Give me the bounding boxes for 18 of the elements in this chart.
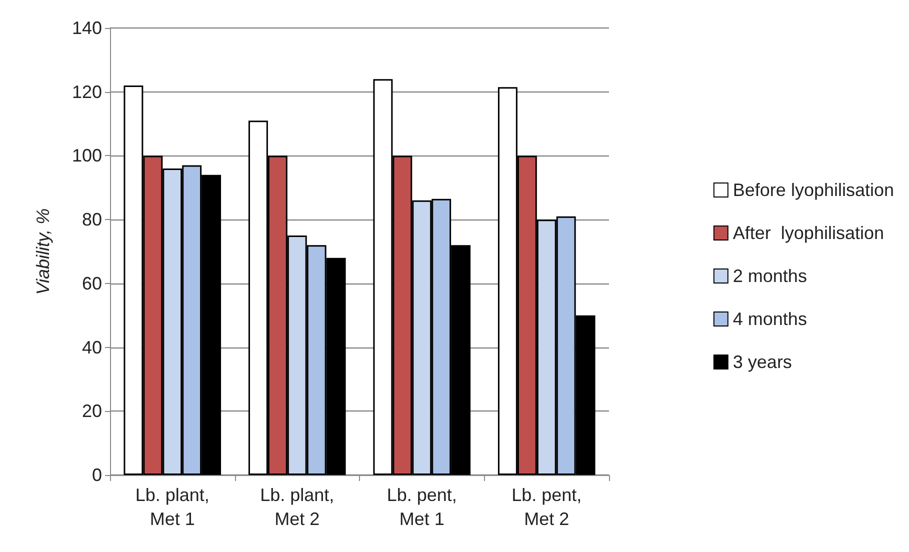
y-tick-label: 100 bbox=[72, 146, 102, 166]
x-tick-label: Lb. pent, Met 1 bbox=[386, 485, 457, 529]
legend-label: After lyophilisation bbox=[732, 223, 884, 243]
y-tick-label: 80 bbox=[82, 210, 102, 230]
y-tick-label: 60 bbox=[82, 273, 102, 294]
x-tick-label: Lb. plant, Met 2 bbox=[260, 485, 334, 529]
y-tick-label: 20 bbox=[82, 401, 102, 422]
y-tick-label: 40 bbox=[82, 337, 102, 358]
y-tick-label: 0 bbox=[92, 465, 102, 485]
y-tick-label: 140 bbox=[72, 18, 102, 38]
x-tick-label: Lb. plant, Met 1 bbox=[135, 485, 210, 529]
y-tick-label: 120 bbox=[72, 82, 102, 102]
legend-label: 4 months bbox=[732, 309, 807, 329]
legend-label: Before lyophilisation bbox=[732, 180, 894, 200]
legend-label: 3 years bbox=[732, 352, 792, 372]
y-axis-title: Viability, % bbox=[33, 208, 53, 295]
legend-label: 2 months bbox=[732, 266, 807, 286]
x-tick-label: Lb. pent, Met 2 bbox=[512, 485, 582, 529]
